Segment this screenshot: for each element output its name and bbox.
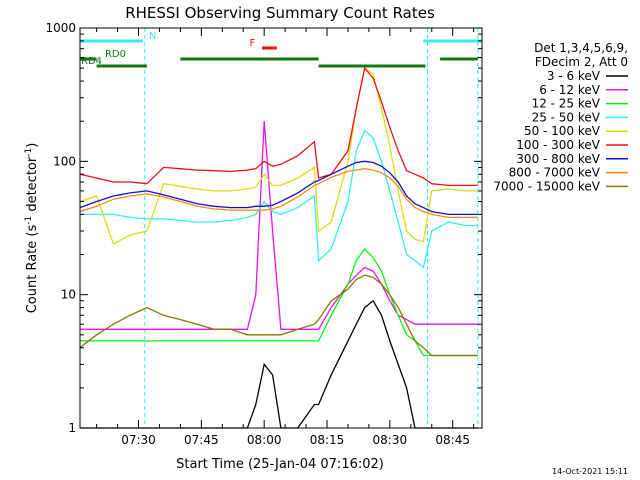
y-tick-label-2: 100	[53, 154, 76, 168]
y-axis-label-end: )	[25, 143, 40, 148]
legend-label-2: 12 - 25 keV	[532, 97, 601, 111]
x-axis-label: Start Time (25-Jan-04 07:16:02)	[176, 457, 384, 472]
flag-label-1: F	[250, 38, 256, 49]
flag-label-2: RD0	[105, 49, 126, 60]
x-tick-label-4: 08:30	[373, 433, 408, 447]
y-tick-label-1: 10	[61, 288, 76, 302]
series-line-8	[79, 274, 478, 357]
series-line-6	[79, 160, 478, 216]
legend-label-3: 25 - 50 keV	[532, 110, 601, 124]
x-tick-label-5: 08:45	[435, 433, 470, 447]
y-axis-label-sup2: -1	[24, 148, 34, 157]
series-line-3	[79, 129, 478, 269]
y-axis-label-sup: -1	[24, 216, 34, 225]
series-line-7	[79, 168, 478, 219]
legend-header-2: FDecim 2, Att 0	[535, 55, 628, 69]
y-axis-label: Count Rate (s-1 detector-1)	[24, 143, 40, 314]
legend-label-1: 6 - 12 keV	[539, 83, 601, 97]
series-line-1	[79, 121, 478, 330]
legend-label-8: 7000 - 15000 keV	[493, 179, 600, 193]
x-tick-label-1: 07:45	[184, 433, 219, 447]
series-line-4	[79, 66, 478, 245]
y-axis-label-mid: detector	[25, 156, 40, 216]
footer-date: 14-Oct-2021 15:11	[552, 467, 628, 476]
plot-frame	[79, 27, 483, 429]
legend-label-4: 50 - 100 keV	[524, 124, 601, 138]
legend-header-1: Det 1,3,4,5,6,9,	[534, 41, 628, 55]
x-tick-label-0: 07:30	[121, 433, 156, 447]
legend-label-7: 800 - 7000 keV	[509, 166, 601, 180]
x-tick-label-2: 08:00	[247, 433, 282, 447]
flag-label-3: RD4	[81, 56, 102, 67]
flag-label-0: N	[149, 31, 156, 42]
y-tick-label-3: 1000	[45, 21, 76, 35]
legend-label-6: 300 - 800 keV	[516, 152, 600, 166]
series-line-2	[79, 247, 478, 357]
series-line-5	[79, 66, 478, 187]
legend-label-5: 100 - 300 keV	[516, 138, 600, 152]
y-axis-label-main: Count Rate (s	[25, 225, 40, 314]
axes: 1 10 100 1000 07:30 07:45 08:00 08:15 08:30 08:45	[45, 21, 483, 447]
legend: Det 1,3,4,5,6,9, FDecim 2, Att 0 3 - 6 k…	[493, 41, 628, 193]
y-tick-label-0: 1	[68, 421, 76, 435]
chart-title: RHESSI Observing Summary Count Rates	[125, 4, 435, 22]
x-tick-label-3: 08:15	[310, 433, 345, 447]
legend-label-0: 3 - 6 keV	[547, 69, 601, 83]
